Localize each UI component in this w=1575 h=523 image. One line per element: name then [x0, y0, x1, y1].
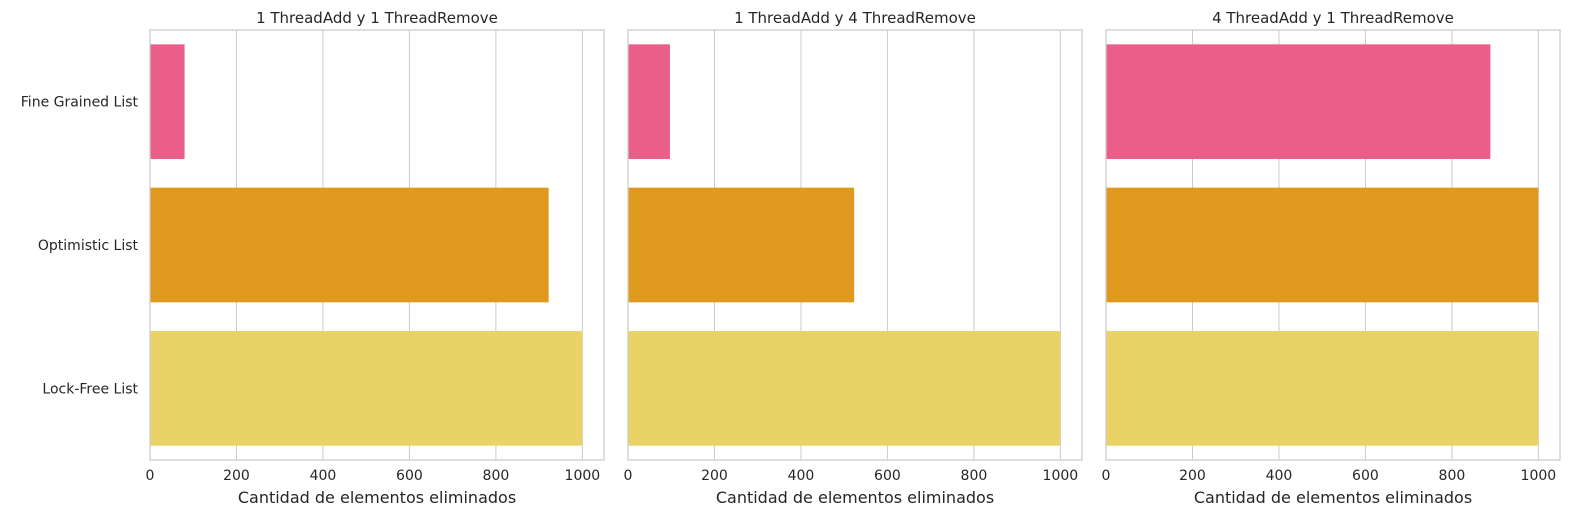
x-axis-label: Cantidad de elementos eliminados	[1194, 488, 1472, 507]
bar-optimistic-list	[1106, 187, 1539, 303]
y-tick-label: Fine Grained List	[21, 95, 139, 111]
subplot-2: 1 ThreadAdd y 4 ThreadRemove 0 200 400 600 80…	[624, 9, 1083, 507]
x-tick-label: 800	[483, 468, 510, 484]
bar-lock-free-list	[150, 331, 583, 446]
bar-lock-free-list	[1106, 331, 1539, 446]
axes-frame	[149, 29, 605, 461]
x-tick-label: 800	[1439, 468, 1466, 484]
subplot-1: 1 ThreadAdd y 1 ThreadRemove 0 200 400 600 80…	[21, 9, 605, 507]
x-tick-label: 400	[788, 468, 815, 484]
x-tick-label: 600	[396, 468, 423, 484]
bar-fine-grained-list	[150, 44, 185, 160]
x-tick-label: 400	[1266, 468, 1293, 484]
x-axis-label: Cantidad de elementos eliminados	[716, 488, 994, 507]
x-tick-label: 1000	[1043, 468, 1079, 484]
x-tick-label: 200	[223, 468, 250, 484]
bar-fine-grained-list	[1106, 44, 1491, 160]
x-tick-label: 0	[624, 468, 633, 484]
y-tick-label: Optimistic List	[38, 238, 139, 254]
x-tick-label: 0	[1102, 468, 1111, 484]
x-tick-label: 200	[701, 468, 728, 484]
x-tick-label: 800	[961, 468, 988, 484]
chart-title: 1 ThreadAdd y 1 ThreadRemove	[256, 9, 498, 27]
x-tick-label: 1000	[565, 468, 601, 484]
x-tick-label: 600	[1352, 468, 1379, 484]
bar-optimistic-list	[628, 187, 855, 303]
bar-lock-free-list	[628, 331, 1061, 446]
x-tick-label: 400	[310, 468, 337, 484]
axes-frame	[627, 29, 1083, 461]
bar-optimistic-list	[150, 187, 549, 303]
x-tick-label: 200	[1179, 468, 1206, 484]
subplot-3: 4 ThreadAdd y 1 ThreadRemove 0 200 400 600 80…	[1102, 9, 1561, 507]
x-axis-label: Cantidad de elementos eliminados	[238, 488, 516, 507]
chart-title: 4 ThreadAdd y 1 ThreadRemove	[1212, 9, 1454, 27]
x-tick-label: 600	[874, 468, 901, 484]
x-tick-label: 0	[146, 468, 155, 484]
y-tick-label: Lock-Free List	[42, 381, 138, 397]
axes-frame	[1105, 29, 1561, 461]
x-tick-label: 1000	[1521, 468, 1557, 484]
chart-title: 1 ThreadAdd y 4 ThreadRemove	[734, 9, 976, 27]
bar-fine-grained-list	[628, 44, 670, 160]
